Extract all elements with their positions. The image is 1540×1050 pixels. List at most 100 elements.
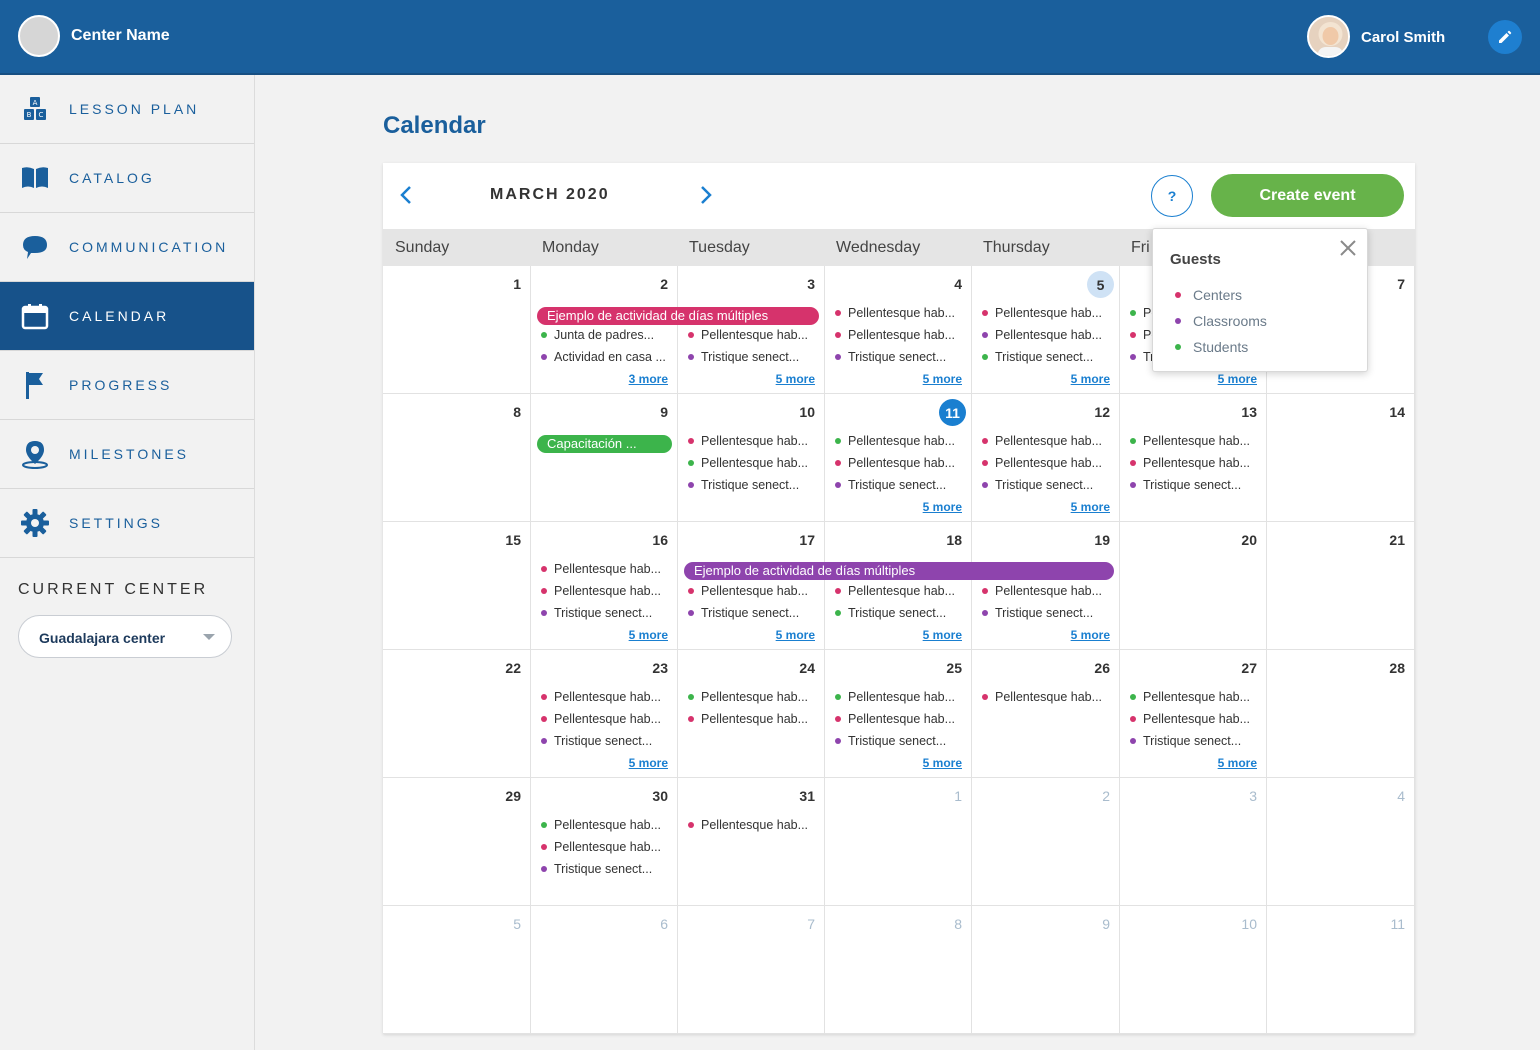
day-cell[interactable]: 25 Pellentesque hab... Pellentesque hab.…	[825, 650, 972, 778]
event-item[interactable]: Pellentesque hab...	[688, 584, 808, 598]
day-cell[interactable]: 13 Pellentesque hab... Pellentesque hab.…	[1120, 394, 1267, 522]
multiday-event[interactable]: Ejemplo de actividad de días múltiples	[684, 562, 1114, 580]
day-cell[interactable]: 4 Pellentesque hab... Pellentesque hab..…	[825, 266, 972, 394]
more-link[interactable]: 3 more	[628, 372, 668, 386]
event-item[interactable]: Pellentesque hab...	[688, 818, 808, 832]
day-cell[interactable]: 3	[1120, 778, 1267, 906]
more-link[interactable]: 5 more	[775, 372, 815, 386]
next-month-button[interactable]	[693, 183, 717, 207]
sidebar-item-milestones[interactable]: MILESTONES	[0, 420, 254, 489]
event-item[interactable]: Pellentesque hab...	[835, 456, 955, 470]
sidebar-item-communication[interactable]: COMMUNICATION	[0, 213, 254, 282]
sidebar-item-lesson-plan[interactable]: A B C LESSON PLAN	[0, 75, 254, 144]
day-cell[interactable]: 30 Pellentesque hab... Pellentesque hab.…	[531, 778, 678, 906]
day-cell[interactable]: 7	[678, 906, 825, 1034]
event-item[interactable]: Pellentesque hab...	[688, 712, 808, 726]
more-link[interactable]: 5 more	[922, 756, 962, 770]
event-item[interactable]: Tristique senect...	[1130, 478, 1241, 492]
event-item[interactable]: Tr	[1130, 350, 1154, 364]
more-link[interactable]: 5 more	[1070, 372, 1110, 386]
more-link[interactable]: 5 more	[1070, 500, 1110, 514]
day-cell[interactable]: 27 Pellentesque hab... Pellentesque hab.…	[1120, 650, 1267, 778]
help-button[interactable]: ?	[1151, 175, 1193, 217]
day-cell[interactable]: 11 Pellentesque hab... Pellentesque hab.…	[825, 394, 972, 522]
day-cell[interactable]: 29	[383, 778, 531, 906]
event-item[interactable]: Tristique senect...	[688, 606, 799, 620]
event-item[interactable]: Tristique senect...	[541, 606, 652, 620]
day-cell[interactable]: 5	[383, 906, 531, 1034]
day-cell[interactable]: 20	[1120, 522, 1267, 650]
event-item[interactable]: Tristique senect...	[835, 350, 946, 364]
current-center-select[interactable]: Guadalajara center	[18, 615, 232, 658]
event-item[interactable]: Pellentesque hab...	[541, 690, 661, 704]
more-link[interactable]: 5 more	[775, 628, 815, 642]
day-cell[interactable]: 18 Pellentesque hab... Tristique senect.…	[825, 522, 972, 650]
event-item[interactable]: Pellentesque hab...	[835, 434, 955, 448]
day-cell[interactable]: 19 Pellentesque hab... Tristique senect.…	[972, 522, 1120, 650]
day-cell[interactable]: 24 Pellentesque hab... Pellentesque hab.…	[678, 650, 825, 778]
day-cell[interactable]: 14	[1267, 394, 1415, 522]
day-cell[interactable]: 2	[972, 778, 1120, 906]
event-item[interactable]: Pellentesque hab...	[982, 328, 1102, 342]
event-item[interactable]: Pellentesque hab...	[688, 690, 808, 704]
event-item[interactable]: Pellentesque hab...	[1130, 712, 1250, 726]
more-link[interactable]: 5 more	[628, 756, 668, 770]
day-cell[interactable]: 9	[972, 906, 1120, 1034]
event-item[interactable]: Pellentesque hab...	[982, 690, 1102, 704]
event-item[interactable]: Tristique senect...	[835, 734, 946, 748]
day-cell[interactable]: 22	[383, 650, 531, 778]
create-event-button[interactable]: Create event	[1211, 174, 1404, 217]
day-cell[interactable]: 23 Pellentesque hab... Pellentesque hab.…	[531, 650, 678, 778]
event-item[interactable]: Pellentesque hab...	[1130, 456, 1250, 470]
event-item[interactable]: Tristique senect...	[835, 478, 946, 492]
day-cell[interactable]: 17 Pellentesque hab... Tristique senect.…	[678, 522, 825, 650]
center-avatar[interactable]	[18, 15, 60, 57]
event-item[interactable]: Pellentesque hab...	[541, 712, 661, 726]
user-name[interactable]: Carol Smith	[1361, 29, 1446, 46]
sidebar-item-catalog[interactable]: CATALOG	[0, 144, 254, 213]
day-cell[interactable]: 6	[531, 906, 678, 1034]
day-cell[interactable]: 3 Pellentesque hab... Tristique senect..…	[678, 266, 825, 394]
day-cell[interactable]: 21	[1267, 522, 1415, 650]
day-cell[interactable]: 11	[1267, 906, 1415, 1034]
event-item[interactable]: Tristique senect...	[541, 862, 652, 876]
day-cell[interactable]: 12 Pellentesque hab... Pellentesque hab.…	[972, 394, 1120, 522]
day-cell[interactable]: 26 Pellentesque hab...	[972, 650, 1120, 778]
day-cell[interactable]: 5 Pellentesque hab... Pellentesque hab..…	[972, 266, 1120, 394]
sidebar-item-progress[interactable]: PROGRESS	[0, 351, 254, 420]
more-link[interactable]: 5 more	[922, 372, 962, 386]
more-link[interactable]: 5 more	[1217, 372, 1257, 386]
day-cell[interactable]: 10 Pellentesque hab... Pellentesque hab.…	[678, 394, 825, 522]
event-item[interactable]: Junta de padres...	[541, 328, 654, 342]
event-item[interactable]: Pellentesque hab...	[982, 306, 1102, 320]
sidebar-item-settings[interactable]: SETTINGS	[0, 489, 254, 558]
event-item[interactable]: Pellentesque hab...	[1130, 690, 1250, 704]
more-link[interactable]: 5 more	[628, 628, 668, 642]
prev-month-button[interactable]	[395, 183, 419, 207]
multiday-event[interactable]: Ejemplo de actividad de días múltiples	[537, 307, 819, 325]
guest-filter-classrooms[interactable]: Classrooms	[1175, 313, 1267, 329]
close-button[interactable]	[1339, 239, 1357, 257]
more-link[interactable]: 5 more	[922, 500, 962, 514]
event-item[interactable]: Tristique senect...	[982, 606, 1093, 620]
event-item[interactable]: Tristique senect...	[688, 478, 799, 492]
event-item[interactable]: Tristique senect...	[982, 478, 1093, 492]
event-item[interactable]: Pellentesque hab...	[835, 690, 955, 704]
event-item[interactable]: Pellentesque hab...	[835, 328, 955, 342]
event-item[interactable]: Tristique senect...	[541, 734, 652, 748]
day-cell[interactable]: 4	[1267, 778, 1415, 906]
event-item[interactable]: Pellentesque hab...	[835, 712, 955, 726]
day-cell[interactable]: 10	[1120, 906, 1267, 1034]
user-avatar[interactable]	[1307, 15, 1350, 58]
day-cell[interactable]: 8	[383, 394, 531, 522]
guest-filter-centers[interactable]: Centers	[1175, 287, 1242, 303]
day-cell[interactable]: 15	[383, 522, 531, 650]
day-cell[interactable]: 7	[1267, 266, 1415, 394]
event-item[interactable]: Pellentesque hab...	[835, 584, 955, 598]
multiday-event[interactable]: Capacitación ...	[537, 435, 672, 453]
event-item[interactable]: Pellentesque hab...	[835, 306, 955, 320]
event-item[interactable]: Tristique senect...	[982, 350, 1093, 364]
event-item[interactable]: Pellentesque hab...	[982, 456, 1102, 470]
guest-filter-students[interactable]: Students	[1175, 339, 1248, 355]
event-item[interactable]: Pellentesque hab...	[541, 562, 661, 576]
